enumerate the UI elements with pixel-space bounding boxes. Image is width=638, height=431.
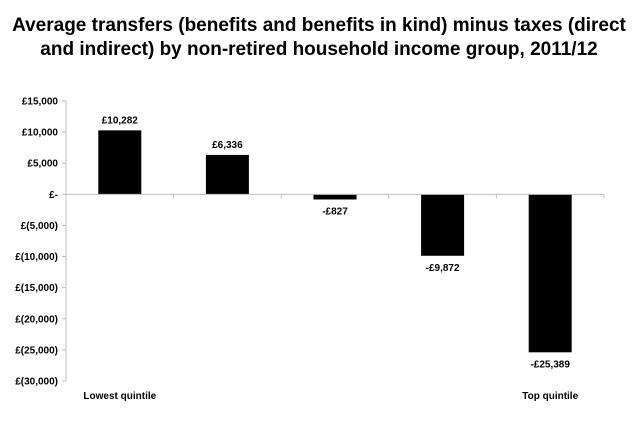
data-label: -£9,872 xyxy=(426,263,460,274)
data-label: £10,282 xyxy=(102,115,139,126)
y-tick-label: £10,000 xyxy=(22,128,59,139)
x-category-label: Top quintile xyxy=(522,391,578,402)
bar xyxy=(313,194,357,200)
y-tick-label: £(5,000) xyxy=(21,221,58,232)
y-tick-label: £- xyxy=(49,190,58,201)
y-axis: £15,000 £10,000 £5,000 £- £(5,000) £(10,000) £… xyxy=(15,97,67,388)
y-tick-label: £(20,000) xyxy=(15,314,58,325)
bar xyxy=(98,130,142,195)
y-tick-label: £15,000 xyxy=(22,97,59,108)
x-category-label: Lowest quintile xyxy=(83,391,156,402)
bar xyxy=(528,194,572,353)
bars: £10,282 £6,336 -£827 -£9,872 -£25,389 xyxy=(98,115,572,370)
data-label: £6,336 xyxy=(212,140,243,151)
x-axis: Lowest quintile Top quintile xyxy=(65,193,605,402)
y-tick-label: £5,000 xyxy=(27,159,58,170)
bar xyxy=(205,154,249,195)
y-tick-label: £(10,000) xyxy=(15,252,58,263)
data-label: -£827 xyxy=(322,206,348,217)
data-label: -£25,389 xyxy=(530,359,570,370)
bar xyxy=(421,194,465,256)
y-tick-label: £(30,000) xyxy=(15,377,58,388)
chart-title: Average transfers (benefits and benefits… xyxy=(12,15,626,60)
y-tick-label: £(25,000) xyxy=(15,345,58,356)
y-tick-label: £(15,000) xyxy=(15,283,58,294)
